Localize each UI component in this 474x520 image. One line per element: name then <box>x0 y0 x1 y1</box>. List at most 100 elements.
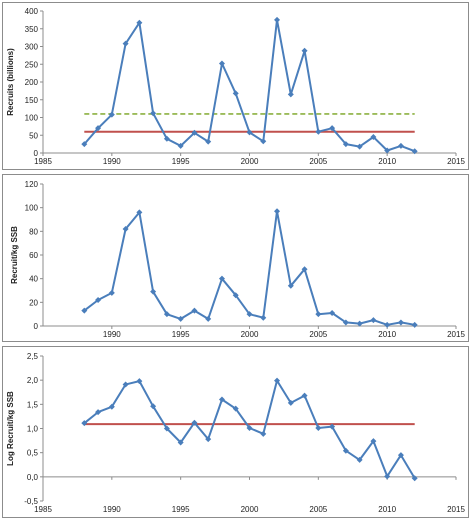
data-point <box>246 425 253 432</box>
data-point <box>260 430 267 437</box>
data-point <box>163 425 170 432</box>
data-point <box>205 138 212 145</box>
data-point <box>205 436 212 443</box>
y-tick-label: 100 <box>25 204 39 213</box>
data-point <box>356 456 363 463</box>
data-point <box>384 473 391 480</box>
recruit-per-ssb-chart: 0 20 40 60 80 100 120 1990 1995 2000 2005 2010 2015 R… <box>10 180 465 339</box>
x-tick-label: 1990 <box>103 157 121 166</box>
y-axis-title: Log Recruit/kg SSB <box>6 391 15 466</box>
chart-panel-log-recruit-per-ssb: -0,5 0,0 0,5 1,0 1,5 2,0 2,5 1985 1990 1995 2000 20… <box>2 346 469 518</box>
x-tick-label: 1985 <box>34 157 52 166</box>
data-point <box>356 320 363 327</box>
data-point <box>191 129 198 136</box>
y-tick-label: 120 <box>25 180 39 189</box>
data-point <box>205 315 212 322</box>
data-point <box>384 321 391 328</box>
x-tick-label: 2015 <box>447 157 465 166</box>
data-point <box>81 420 88 427</box>
data-point <box>163 311 170 318</box>
data-point <box>274 208 281 215</box>
x-tick-label: 2005 <box>309 157 327 166</box>
y-tick-label: 150 <box>25 96 39 105</box>
data-point <box>218 60 225 67</box>
x-tick-label: 2010 <box>378 505 396 514</box>
data-point <box>218 275 225 282</box>
data-point <box>342 319 349 326</box>
data-point <box>122 225 129 232</box>
x-tick-label: 2005 <box>309 505 327 514</box>
data-point <box>122 381 129 388</box>
data-point <box>191 419 198 426</box>
data-point <box>315 311 322 318</box>
data-point <box>384 147 391 154</box>
data-point <box>163 135 170 142</box>
data-point <box>301 47 308 54</box>
data-point <box>81 141 88 148</box>
x-tick-label: 1985 <box>34 505 52 514</box>
data-point <box>370 134 377 141</box>
data-point <box>370 438 377 445</box>
data-point <box>260 138 267 145</box>
data-point <box>397 142 404 149</box>
chart-panel-recruit-per-ssb: 0 20 40 60 80 100 120 1990 1995 2000 2005 2010 2015 R… <box>2 174 469 342</box>
x-tick-label: 2000 <box>241 157 259 166</box>
y-tick-label: 0 <box>34 322 39 331</box>
data-point <box>177 315 184 322</box>
data-point <box>342 447 349 454</box>
data-point <box>329 423 336 430</box>
data-point <box>136 378 143 385</box>
data-point <box>397 452 404 459</box>
chart-panel-recruits: 0 50 100 150 200 250 300 350 400 1985 1990 1995 2000… <box>2 2 469 170</box>
data-point <box>108 289 115 296</box>
y-tick-label: 40 <box>29 275 38 284</box>
data-point <box>122 40 129 47</box>
data-point <box>356 143 363 150</box>
y-tick-label: 0 <box>34 149 39 158</box>
x-tick-label: 2015 <box>447 330 465 339</box>
y-tick-label: 1,0 <box>27 425 39 434</box>
data-point <box>370 317 377 324</box>
x-tick-label: 1990 <box>103 330 121 339</box>
data-point <box>81 307 88 314</box>
y-tick-label: 2,5 <box>27 352 39 361</box>
data-point <box>95 409 102 416</box>
x-tick-label: 1995 <box>172 505 190 514</box>
data-point <box>177 439 184 446</box>
x-tick-label: 2000 <box>241 505 259 514</box>
data-point <box>315 128 322 135</box>
data-point <box>150 403 157 410</box>
data-point <box>329 125 336 132</box>
x-tick-label: 2010 <box>378 157 396 166</box>
y-tick-label: 400 <box>25 7 39 16</box>
y-tick-label: 20 <box>29 298 38 307</box>
data-point <box>301 392 308 399</box>
x-tick-label: 2005 <box>309 330 327 339</box>
data-point <box>342 141 349 148</box>
y-tick-label: 50 <box>29 131 38 140</box>
y-axis-title: Recruit/kg SSB <box>10 226 19 284</box>
y-tick-label: 2,0 <box>27 376 39 385</box>
x-tick-label: 1995 <box>172 330 190 339</box>
data-point <box>246 129 253 136</box>
log-recruit-per-ssb-chart: -0,5 0,0 0,5 1,0 1,5 2,0 2,5 1985 1990 1995 2000 20… <box>6 352 465 514</box>
data-point <box>177 142 184 149</box>
y-tick-label: 300 <box>25 43 39 52</box>
data-point <box>274 377 281 384</box>
x-tick-label: 2010 <box>378 330 396 339</box>
data-point <box>232 292 239 299</box>
data-point <box>397 319 404 326</box>
x-tick-label: 1995 <box>172 157 190 166</box>
y-tick-label: 350 <box>25 25 39 34</box>
y-axis-title: Recruits (billions) <box>6 48 15 116</box>
data-point <box>274 16 281 23</box>
data-point <box>136 209 143 216</box>
y-tick-label: 1,5 <box>27 400 39 409</box>
data-point <box>411 475 418 482</box>
y-tick-label: 0,5 <box>27 449 39 458</box>
data-point <box>232 405 239 412</box>
data-point <box>218 396 225 403</box>
y-tick-label: 250 <box>25 60 39 69</box>
data-point <box>191 307 198 314</box>
data-point <box>150 288 157 295</box>
